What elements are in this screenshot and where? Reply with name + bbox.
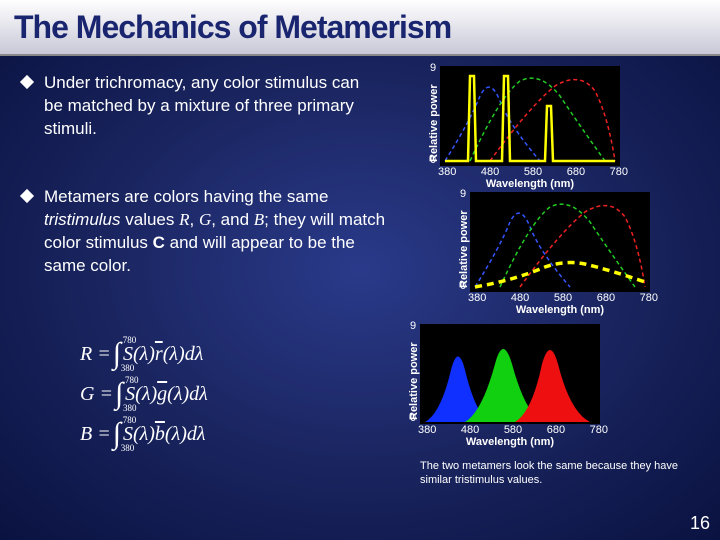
eq-B: B = ∫780380 S(λ) b (λ)dλ [80, 414, 208, 454]
bullet-diamond-icon [20, 75, 34, 89]
page-title: The Mechanics of Metamerism [14, 9, 451, 46]
chart-1-ylabel: Relative power [428, 84, 440, 162]
chart-3-xlabel: Wavelength (nm) [420, 436, 600, 448]
chart-1-xticks: 380 480 580 680 780 [438, 166, 628, 178]
bullet-diamond-icon [20, 189, 34, 203]
eq-G: G = ∫780380 S(λ) g (λ)dλ [80, 374, 208, 414]
slide-body: Under trichromacy, any color stimulus ca… [0, 56, 720, 540]
chart-2-xlabel: Wavelength (nm) [470, 304, 650, 316]
chart-3 [420, 324, 600, 424]
equations-block: R = ∫780380 S(λ) r (λ)dλ G = ∫780380 S(λ… [80, 334, 208, 454]
bullet-2: Metamers are colors having the same tris… [18, 186, 398, 278]
chart-2-xticks: 380 480 580 680 780 [468, 292, 658, 304]
bullet-1: Under trichromacy, any color stimulus ca… [18, 72, 378, 141]
eq-R: R = ∫780380 S(λ) r (λ)dλ [80, 334, 208, 374]
caption-text: The two metamers look the same because t… [420, 460, 700, 488]
bullet-1-text: Under trichromacy, any color stimulus ca… [44, 73, 359, 138]
chart-3-ylabel: Relative power [408, 342, 420, 420]
b2-text: Metamers are colors having the same tris… [44, 187, 385, 275]
chart-2 [470, 192, 650, 292]
title-bar: The Mechanics of Metamerism [0, 0, 720, 56]
chart-1-xlabel: Wavelength (nm) [440, 178, 620, 190]
chart-2-ylabel: Relative power [458, 210, 470, 288]
chart-1 [440, 66, 620, 166]
chart-3-xticks: 380 480 580 680 780 [418, 424, 608, 436]
page-number: 16 [690, 513, 710, 534]
